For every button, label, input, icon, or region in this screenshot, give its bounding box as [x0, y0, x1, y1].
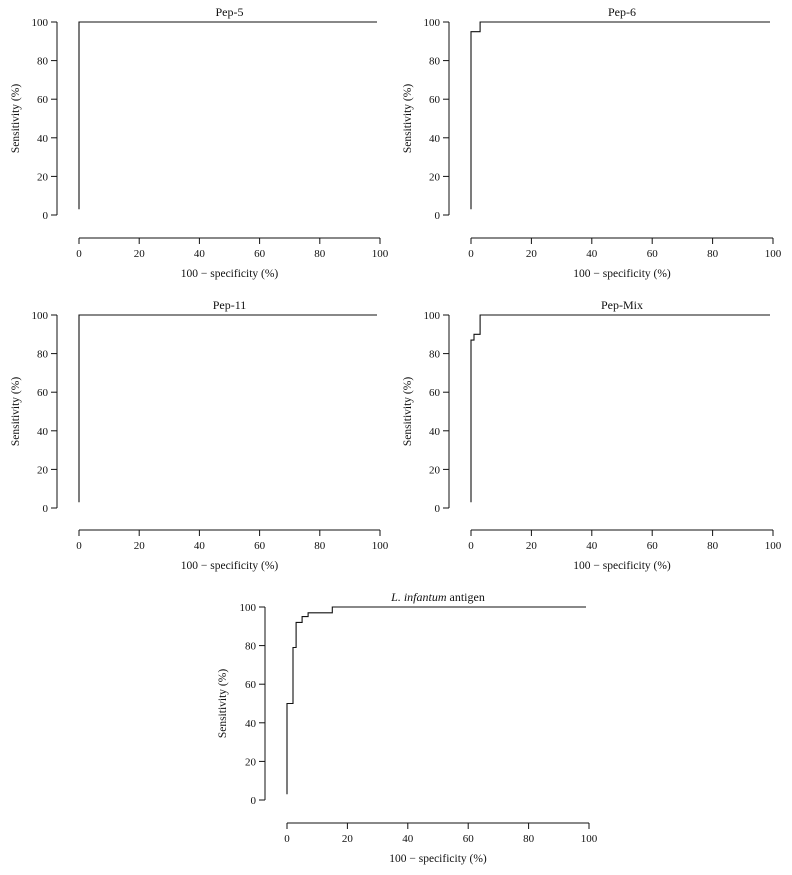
- x-tick-label: 40: [194, 540, 206, 552]
- x-tick-label: 80: [523, 833, 535, 845]
- y-tick-label: 80: [245, 641, 257, 653]
- panel-title-rest: antigen: [447, 590, 485, 604]
- y-tick-label: 20: [245, 756, 257, 768]
- y-tick-label: 40: [429, 133, 441, 145]
- x-tick-label: 80: [314, 540, 326, 552]
- panel-title: Pep-Mix: [601, 298, 643, 312]
- x-tick-label: 100: [765, 540, 782, 552]
- y-tick-label: 0: [43, 503, 49, 515]
- y-tick-label: 80: [429, 56, 441, 68]
- y-tick-label: 80: [37, 56, 49, 68]
- y-tick-label: 40: [429, 426, 441, 438]
- roc-curve-line: [78, 21, 377, 210]
- y-axis-title: Sensitivity (%): [10, 84, 22, 153]
- roc-panel-4: 0 20 40 60 80 100 0 20 40 60 80 100 100 − specificit…: [402, 298, 782, 572]
- y-tick-label: 40: [37, 426, 49, 438]
- panel-title-italic: L. infantum: [390, 590, 447, 604]
- y-axis-title: Sensitivity (%): [217, 669, 229, 738]
- y-tick-label: 60: [429, 387, 441, 399]
- y-tick-label: 20: [37, 171, 49, 183]
- x-tick-label: 60: [647, 540, 659, 552]
- y-tick-label: 100: [424, 17, 441, 29]
- y-tick-label: 0: [251, 795, 257, 807]
- y-tick-label: 40: [37, 133, 49, 145]
- y-tick-label: 20: [429, 171, 441, 183]
- y-tick-label: 100: [32, 17, 49, 29]
- roc-panel-2: 0 20 40 60 80 100 0 20 40 60 80 100 100 − specificit…: [402, 5, 782, 280]
- y-tick-label: 20: [429, 464, 441, 476]
- x-tick-label: 60: [254, 248, 266, 260]
- x-tick-label: 0: [76, 248, 82, 260]
- x-tick-label: 20: [134, 248, 146, 260]
- x-tick-label: 100: [372, 248, 389, 260]
- y-tick-label: 20: [37, 464, 49, 476]
- y-axis-title: Sensitivity (%): [402, 84, 414, 153]
- y-tick-label: 60: [37, 94, 49, 106]
- x-axis-title: 100 − specificity (%): [573, 268, 671, 280]
- y-tick-label: 100: [424, 310, 441, 322]
- x-tick-label: 0: [284, 833, 290, 845]
- x-tick-label: 20: [134, 540, 146, 552]
- y-tick-label: 0: [435, 503, 441, 515]
- x-tick-label: 40: [194, 248, 206, 260]
- x-tick-label: 100: [765, 248, 782, 260]
- x-tick-label: 0: [76, 540, 82, 552]
- y-tick-label: 0: [43, 210, 49, 222]
- x-tick-label: 100: [372, 540, 389, 552]
- x-tick-label: 20: [526, 540, 538, 552]
- y-tick-label: 80: [429, 349, 441, 361]
- y-axis-title: Sensitivity (%): [10, 377, 22, 446]
- y-tick-label: 100: [240, 602, 257, 614]
- y-tick-label: 60: [429, 94, 441, 106]
- x-axis-title: 100 − specificity (%): [573, 560, 671, 572]
- x-tick-label: 20: [342, 833, 354, 845]
- x-tick-label: 40: [586, 248, 598, 260]
- x-tick-label: 40: [586, 540, 598, 552]
- y-tick-label: 60: [245, 679, 257, 691]
- roc-panel-1: 0 20 40 60 80 100 0 20 40 60 80 100 100 − specificit…: [10, 5, 389, 280]
- y-tick-label: 80: [37, 349, 49, 361]
- x-tick-label: 40: [402, 833, 414, 845]
- x-tick-label: 80: [707, 540, 719, 552]
- roc-curve-line: [78, 314, 377, 503]
- x-tick-label: 60: [463, 833, 475, 845]
- x-axis-title: 100 − specificity (%): [181, 268, 279, 280]
- roc-panel-3: 0 20 40 60 80 100 0 20 40 60 80 100 100 − specificit…: [10, 298, 389, 572]
- y-tick-label: 100: [32, 310, 49, 322]
- roc-curve-line: [470, 314, 770, 503]
- x-tick-label: 100: [581, 833, 598, 845]
- x-tick-label: 80: [707, 248, 719, 260]
- x-tick-label: 20: [526, 248, 538, 260]
- y-tick-label: 0: [435, 210, 441, 222]
- panel-title: Pep-11: [213, 298, 247, 312]
- x-axis-title: 100 − specificity (%): [181, 560, 279, 572]
- panel-title: Pep-5: [216, 5, 244, 19]
- y-tick-label: 40: [245, 718, 257, 730]
- x-tick-label: 0: [468, 248, 474, 260]
- roc-curve-line: [286, 606, 586, 795]
- x-tick-label: 80: [314, 248, 326, 260]
- roc-curve-line: [470, 21, 770, 210]
- y-axis-title: Sensitivity (%): [402, 377, 414, 446]
- x-axis-title: 100 − specificity (%): [389, 853, 487, 865]
- x-tick-label: 60: [254, 540, 266, 552]
- roc-panel-5: 0 20 40 60 80 100 0 20 40 60 80 100 100 − specificit…: [217, 590, 598, 865]
- x-tick-label: 60: [647, 248, 659, 260]
- panel-title: Pep-6: [608, 5, 636, 19]
- y-tick-label: 60: [37, 387, 49, 399]
- panel-title: L. infantum antigen: [390, 590, 485, 604]
- x-tick-label: 0: [468, 540, 474, 552]
